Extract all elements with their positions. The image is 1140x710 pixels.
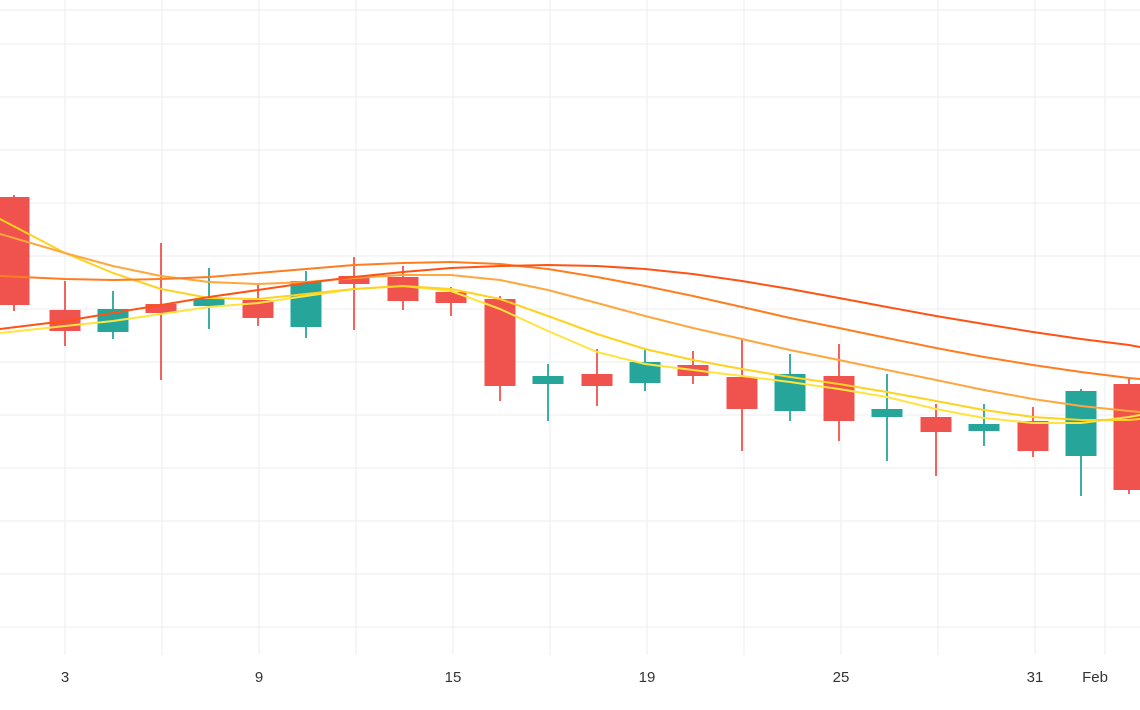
candle-body [581,374,613,386]
x-axis-tick-label: 3 [61,669,69,686]
candle-body [920,417,952,432]
x-axis-tick-label: 31 [1027,669,1044,686]
candle-body [387,277,419,301]
x-axis-tick-label: 25 [833,669,850,686]
candle-body [145,304,177,313]
candle-body [629,362,661,383]
candle-body [968,424,1000,431]
candle-body [532,376,564,384]
ma-yellow-line [0,285,1140,424]
candle-body [726,377,758,409]
candle-body [435,292,467,303]
candle-body [1017,421,1049,451]
candle-body [1113,384,1140,490]
candle-body [871,409,903,417]
x-axis-tick-label: Feb [1082,669,1108,686]
candle-body [484,299,516,386]
candle-body [0,197,30,305]
candle-body [290,281,322,327]
x-axis-tick-label: 9 [255,669,263,686]
ma-orange-line [0,261,1140,380]
x-axis-tick-label: 15 [445,669,462,686]
ma-gold-line [0,218,1140,421]
x-axis-tick-label: 19 [639,669,656,686]
candle-body [338,276,370,284]
ma-light-orange-line [0,233,1140,413]
ma-red-orange-line [0,264,1140,348]
candle-body [193,299,225,306]
